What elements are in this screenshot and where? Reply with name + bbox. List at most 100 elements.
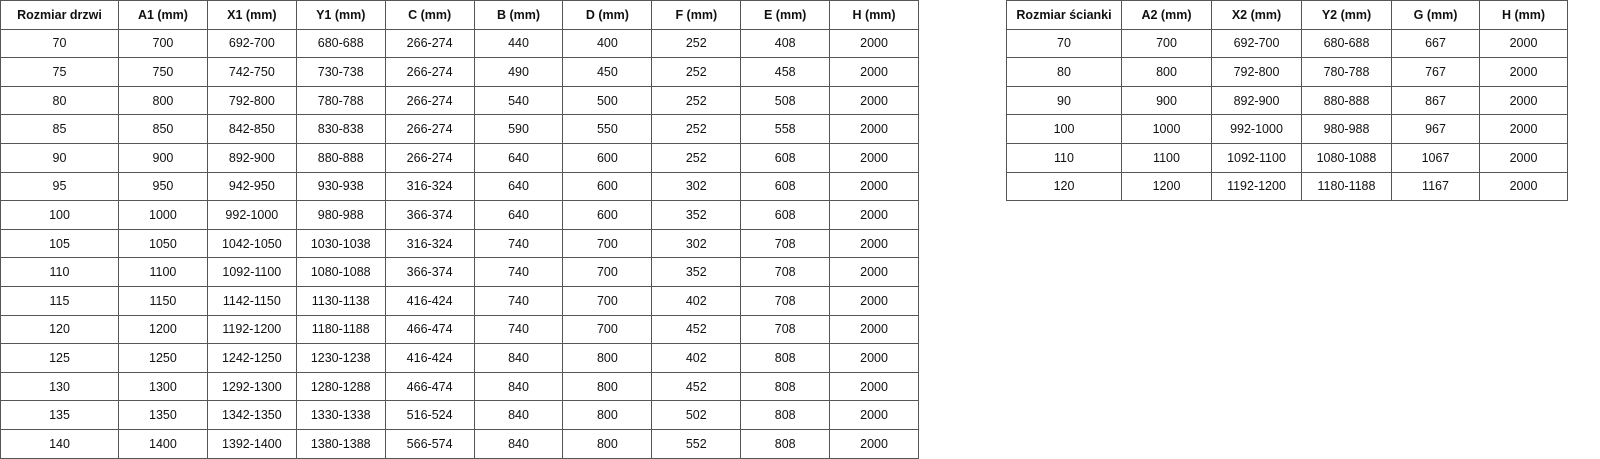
table-cell: 2000 [829, 314, 920, 345]
table-row: 70 700 692-700 680-688 667 2000 [1006, 28, 1568, 59]
table-cell: 950 [118, 171, 208, 202]
table-row: 135 1350 1342-1350 1330-1338 516-524 840 800 50… [0, 400, 920, 430]
table-cell: 2000 [829, 428, 920, 459]
table-cell: 552 [651, 428, 742, 459]
table-cell: 608 [740, 171, 831, 202]
column-header: Rozmiar ścianki [1006, 0, 1122, 30]
column-header: A2 (mm) [1121, 0, 1212, 30]
table-cell: 808 [740, 428, 831, 459]
table-cell: 2000 [1479, 57, 1568, 87]
table-cell: 252 [651, 142, 742, 173]
table-cell: 692-700 [1211, 28, 1302, 59]
table-cell: 2000 [829, 400, 920, 430]
table-cell: 95 [0, 171, 119, 202]
table-cell: 302 [651, 171, 742, 202]
table-cell: 880-888 [295, 142, 386, 173]
table-cell: 1080-1088 [1301, 142, 1392, 173]
table-cell: 840 [473, 371, 564, 402]
table-row: 70 700 692-700 680-688 266-274 440 400 252 408 20… [0, 28, 920, 59]
table-cell: 850 [118, 114, 208, 144]
table-cell: 980-988 [295, 200, 386, 230]
table-row: 130 1300 1292-1300 1280-1288 466-474 840 800 45… [0, 371, 920, 402]
table-cell: 266-274 [384, 142, 475, 173]
table-cell: 508 [740, 85, 831, 116]
table-cell: 416-424 [384, 343, 475, 373]
table-cell: 85 [0, 114, 119, 144]
column-header: E (mm) [740, 0, 831, 30]
column-header: X2 (mm) [1211, 0, 1302, 30]
table-cell: 680-688 [295, 28, 386, 59]
table-cell: 700 [118, 28, 208, 59]
table-cell: 252 [651, 57, 742, 87]
table-cell: 2000 [1479, 114, 1568, 144]
table-cell: 700 [562, 285, 653, 316]
table-cell: 110 [0, 257, 119, 287]
table-cell: 2000 [829, 142, 920, 173]
table-cell: 800 [562, 371, 653, 402]
table-cell: 2000 [1479, 85, 1568, 116]
table-cell: 516-524 [384, 400, 475, 430]
table-cell: 800 [562, 400, 653, 430]
table-cell: 900 [118, 142, 208, 173]
table-cell: 316-324 [384, 171, 475, 202]
table-cell: 1042-1050 [206, 228, 297, 259]
table-cell: 740 [473, 285, 564, 316]
table-row: 90 900 892-900 880-888 266-274 640 600 252 608 20… [0, 142, 920, 173]
table-cell: 692-700 [206, 28, 297, 59]
table-cell: 490 [473, 57, 564, 87]
table-cell: 1080-1088 [295, 257, 386, 287]
table-cell: 1180-1188 [295, 314, 386, 345]
table-cell: 1230-1238 [295, 343, 386, 373]
table-row: 75 750 742-750 730-738 266-274 490 450 252 458 20… [0, 57, 920, 87]
table-cell: 708 [740, 257, 831, 287]
table-cell: 80 [1006, 57, 1122, 87]
table-row: 120 1200 1192-1200 1180-1188 466-474 740 700 45… [0, 314, 920, 345]
table-cell: 608 [740, 200, 831, 230]
table-cell: 2000 [829, 57, 920, 87]
table-cell: 892-900 [206, 142, 297, 173]
table-header-row: Rozmiar drzwi A1 (mm) X1 (mm) Y1 (mm) C (mm)… [0, 0, 920, 30]
column-header: D (mm) [562, 0, 653, 30]
table-cell: 1050 [118, 228, 208, 259]
column-header: X1 (mm) [206, 0, 297, 30]
table-cell: 400 [562, 28, 653, 59]
table-cell: 742-750 [206, 57, 297, 87]
table-row: 105 1050 1042-1050 1030-1038 316-324 740 700 30… [0, 228, 920, 259]
wall-dimensions-table: Rozmiar ścianki A2 (mm) X2 (mm) Y2 (mm) G (m… [1006, 0, 1568, 202]
table-cell: 90 [1006, 85, 1122, 116]
table-row: 110 1100 1092-1100 1080-1088 1067 2000 [1006, 142, 1568, 173]
table-cell: 566-574 [384, 428, 475, 459]
table-cell: 1067 [1391, 142, 1480, 173]
table-cell: 75 [0, 57, 119, 87]
table-cell: 1280-1288 [295, 371, 386, 402]
column-header: A1 (mm) [118, 0, 208, 30]
table-cell: 750 [118, 57, 208, 87]
table-cell: 708 [740, 285, 831, 316]
table-cell: 402 [651, 343, 742, 373]
table-cell: 740 [473, 228, 564, 259]
table-cell: 1100 [118, 257, 208, 287]
table-cell: 2000 [829, 114, 920, 144]
table-cell: 800 [562, 343, 653, 373]
table-cell: 120 [0, 314, 119, 345]
table-cell: 458 [740, 57, 831, 87]
table-cell: 808 [740, 371, 831, 402]
table-cell: 800 [1121, 57, 1212, 87]
table-cell: 800 [562, 428, 653, 459]
table-cell: 2000 [829, 371, 920, 402]
column-header: H (mm) [829, 0, 920, 30]
table-cell: 1200 [118, 314, 208, 345]
table-cell: 1150 [118, 285, 208, 316]
table-cell: 416-424 [384, 285, 475, 316]
table-cell: 780-788 [295, 85, 386, 116]
table-cell: 452 [651, 314, 742, 345]
table-cell: 2000 [829, 200, 920, 230]
table-cell: 830-838 [295, 114, 386, 144]
table-cell: 942-950 [206, 171, 297, 202]
table-cell: 680-688 [1301, 28, 1392, 59]
table-cell: 992-1000 [206, 200, 297, 230]
table-cell: 440 [473, 28, 564, 59]
table-cell: 502 [651, 400, 742, 430]
table-row: 110 1100 1092-1100 1080-1088 366-374 740 700 35… [0, 257, 920, 287]
table-cell: 558 [740, 114, 831, 144]
